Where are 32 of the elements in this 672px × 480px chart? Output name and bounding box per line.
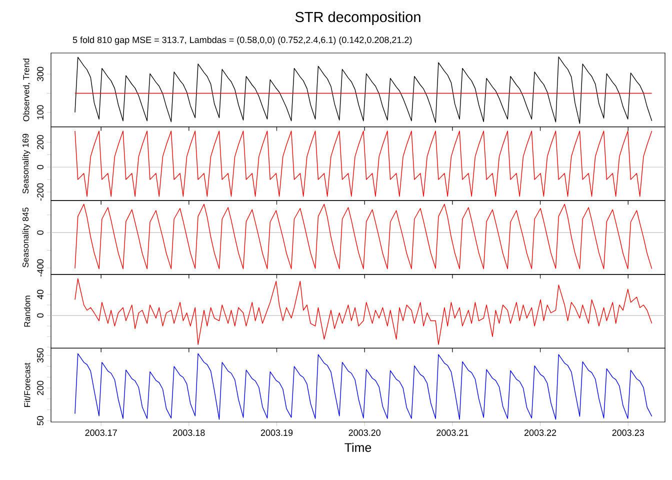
x-tick-label: 2003.23 (612, 430, 644, 436)
y-tick-label: 40 (37, 290, 44, 300)
y-tick-label: -400 (37, 259, 44, 277)
y-tick-label: 300 (37, 66, 44, 82)
x-axis-title: Time (344, 442, 372, 452)
y-tick-label: 200 (37, 380, 44, 396)
line-series (74, 353, 652, 420)
chart-subtitle: 5 fold 810 gap MSE = 313.7, Lambdas = (0.58,0,0) (0.752,2.4,6.1) (0.142,0.208,21.2) (72, 36, 412, 45)
y-tick-label: 0 (37, 230, 44, 235)
chart-title: STR decomposition (295, 11, 420, 26)
x-tick-label: 2003.22 (524, 430, 556, 436)
y-axis-title: Observed, Trend (22, 58, 30, 122)
x-tick-label: 2003.18 (173, 430, 205, 436)
y-tick-label: 100 (37, 105, 44, 120)
y-axis-title: Fit/Forecast (24, 362, 30, 407)
y-tick-label: 50 (37, 416, 44, 426)
y-axis-title: Seasonality 169 (22, 134, 30, 194)
line-series (74, 204, 652, 270)
y-tick-label: 200 (37, 135, 44, 150)
y-tick-label: 350 (37, 348, 44, 363)
y-tick-label: 0 (37, 164, 44, 170)
x-tick-label: 2003.21 (436, 430, 468, 436)
line-series (74, 278, 652, 345)
line-series (74, 56, 652, 124)
y-axis-title: Random (24, 296, 30, 327)
line-series (74, 130, 652, 197)
y-axis-title: Seasonality 845 (22, 208, 30, 268)
y-tick-label: -200 (37, 183, 44, 201)
x-tick-label: 2003.19 (260, 430, 293, 436)
x-tick-label: 2003.20 (348, 430, 381, 436)
x-tick-label: 2003.17 (85, 430, 117, 436)
y-tick-label: 0 (37, 313, 44, 318)
